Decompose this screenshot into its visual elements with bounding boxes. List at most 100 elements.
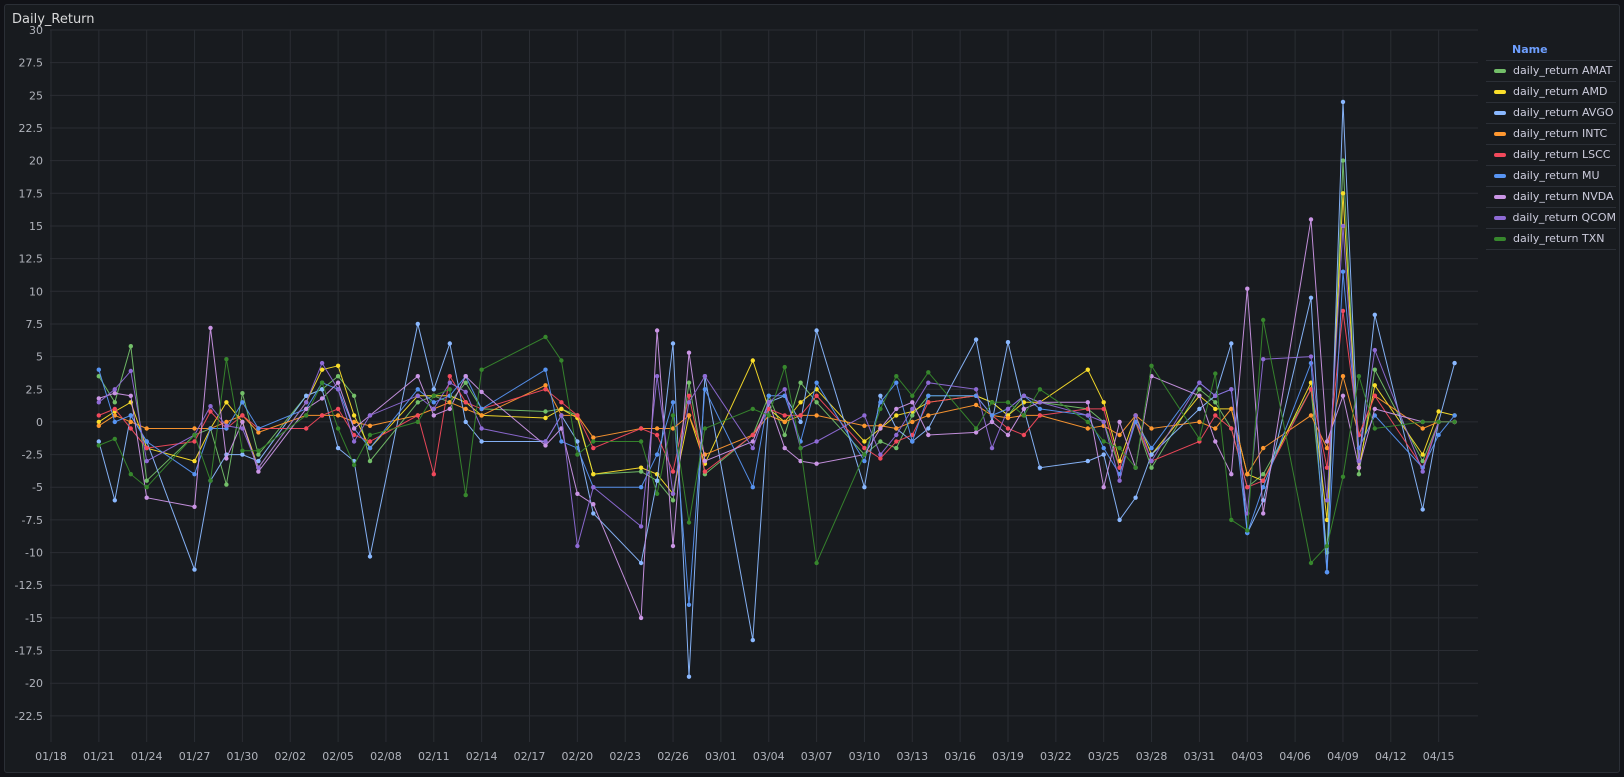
data-point (304, 406, 309, 412)
legend-item[interactable]: daily_return AMD (1486, 82, 1616, 103)
data-point (1197, 380, 1202, 385)
data-point (654, 478, 660, 483)
legend-item[interactable]: daily_return AMAT (1486, 61, 1616, 82)
data-point (1356, 458, 1362, 464)
data-point (862, 445, 867, 451)
data-point (1324, 498, 1330, 503)
data-point (591, 485, 596, 490)
data-point (670, 469, 676, 474)
x-tick-label: 02/05 (322, 750, 354, 763)
data-point (1356, 374, 1362, 379)
data-point (319, 413, 325, 418)
data-point (814, 560, 819, 566)
data-point (686, 520, 692, 525)
data-point (575, 543, 580, 549)
data-point (335, 406, 341, 412)
legend-item[interactable]: daily_return TXN (1486, 229, 1616, 250)
data-point (1229, 426, 1234, 431)
data-point (1197, 436, 1202, 442)
legend-item[interactable]: daily_return NVDA (1486, 187, 1616, 208)
data-point (96, 374, 102, 379)
data-point (782, 432, 787, 438)
data-point (224, 482, 229, 487)
data-point (1420, 458, 1425, 464)
data-point (686, 413, 692, 418)
data-point (240, 426, 245, 431)
data-point (351, 439, 357, 444)
data-point (192, 472, 197, 477)
data-point (192, 439, 197, 444)
data-point (319, 396, 325, 401)
x-tick-label: 03/28 (1136, 750, 1168, 763)
data-point (192, 567, 197, 572)
data-point (1213, 393, 1218, 398)
data-point (862, 413, 867, 418)
legend-swatch (1494, 132, 1506, 136)
data-point (1213, 439, 1218, 444)
data-point (128, 413, 133, 418)
legend-item[interactable]: daily_return AVGO (1486, 103, 1616, 124)
data-point (1021, 413, 1027, 418)
data-point (1005, 340, 1011, 345)
data-point (144, 485, 149, 490)
data-point (1372, 312, 1378, 317)
data-point (1085, 458, 1091, 464)
y-tick-label: 5 (36, 351, 43, 364)
data-point (1117, 517, 1122, 523)
data-point (144, 445, 149, 451)
data-point (910, 439, 915, 444)
data-point (319, 380, 325, 385)
y-tick-label: 12.5 (19, 253, 44, 266)
data-point (782, 387, 787, 392)
data-point (240, 391, 245, 396)
data-point (96, 419, 102, 425)
legend-label: daily_return LSCC (1513, 148, 1611, 161)
data-point (1436, 432, 1441, 438)
legend-label: daily_return AVGO (1513, 106, 1614, 119)
data-point (559, 400, 564, 405)
legend-item[interactable]: daily_return QCOM (1486, 208, 1616, 229)
data-point (367, 439, 373, 444)
data-point (415, 393, 420, 398)
data-point (926, 426, 931, 431)
data-point (638, 485, 644, 490)
x-tick-label: 01/30 (227, 750, 259, 763)
data-point (766, 393, 771, 398)
legend-item[interactable]: daily_return MU (1486, 166, 1616, 187)
data-point (144, 439, 149, 444)
legend-item[interactable]: daily_return LSCC (1486, 145, 1616, 166)
legend-item[interactable]: daily_return INTC (1486, 124, 1616, 145)
y-tick-label: -20 (25, 677, 43, 690)
data-point (1085, 413, 1091, 418)
data-point (1372, 367, 1378, 372)
data-point (1245, 528, 1250, 533)
data-point (543, 383, 548, 388)
legend: Name daily_return AMAT daily_return AMD da… (1486, 40, 1616, 250)
data-point (351, 462, 357, 468)
data-point (415, 413, 420, 418)
data-point (1372, 347, 1378, 353)
data-point (335, 445, 341, 451)
data-point (1117, 478, 1122, 483)
data-point (112, 498, 118, 503)
data-point (559, 358, 564, 363)
data-point (1133, 465, 1138, 470)
data-point (973, 430, 979, 435)
legend-swatch (1494, 69, 1506, 73)
legend-header[interactable]: Name (1486, 40, 1616, 61)
data-point (112, 387, 118, 392)
legend-swatch (1494, 90, 1506, 94)
data-point (208, 426, 213, 431)
data-point (1037, 387, 1043, 392)
data-point (1149, 445, 1154, 451)
data-point (814, 439, 819, 444)
data-point (1037, 413, 1043, 418)
y-tick-label: 0 (36, 416, 43, 429)
data-point (1308, 360, 1314, 366)
x-tick-label: 03/04 (753, 750, 785, 763)
data-point (894, 380, 899, 385)
data-point (96, 439, 102, 444)
data-point (128, 344, 133, 349)
data-point (1117, 432, 1122, 438)
data-point (750, 406, 755, 412)
